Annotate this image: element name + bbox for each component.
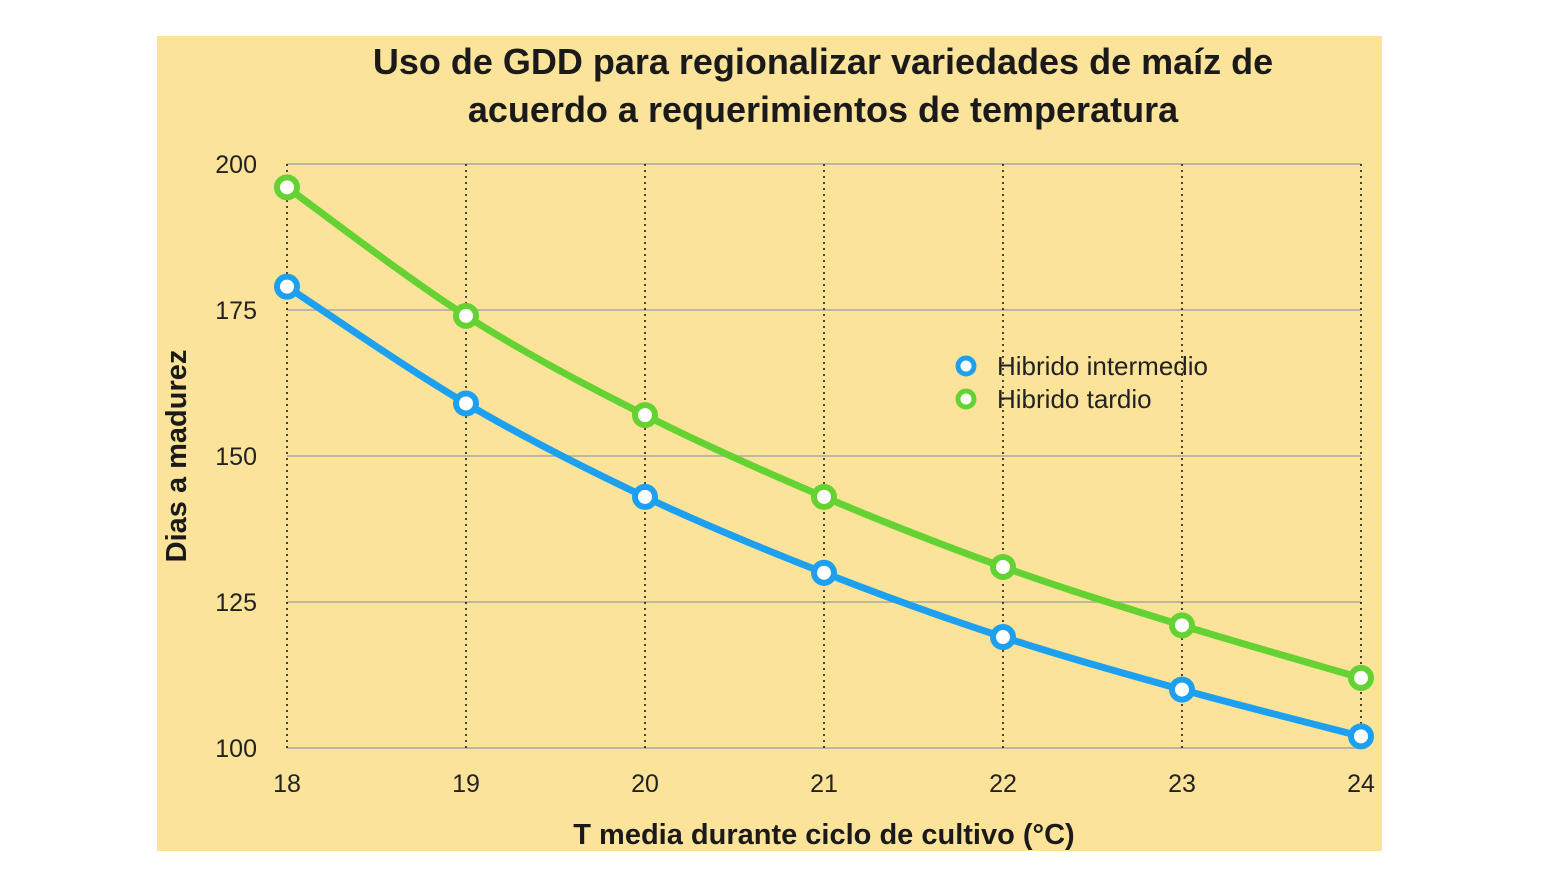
- chart-panel: Uso de GDD para regionalizar variedades …: [157, 36, 1382, 851]
- x-tick-label: 19: [452, 770, 480, 798]
- chart-background: [157, 36, 1382, 851]
- line-chart: Uso de GDD para regionalizar variedades …: [157, 36, 1382, 851]
- data-point-intermedio: [274, 273, 300, 300]
- data-point-tardio: [1169, 612, 1195, 639]
- chart-title-line-2: acuerdo a requerimientos de temperatura: [468, 89, 1179, 130]
- y-axis-title: Dias a madurez: [161, 350, 193, 563]
- series-group: [274, 174, 1374, 750]
- y-tick-label: 150: [215, 443, 257, 471]
- data-point-tardio: [274, 174, 300, 201]
- axis-ticks: 200 175 150 125 100 18 19 20 21 22 23 24: [215, 151, 1375, 798]
- data-point-intermedio: [632, 483, 658, 510]
- y-tick-label: 200: [215, 151, 257, 179]
- data-point-intermedio: [453, 390, 479, 417]
- x-axis-title: T media durante ciclo de cultivo (°C): [573, 819, 1074, 851]
- x-tick-label: 21: [810, 770, 838, 798]
- data-point-tardio: [811, 483, 837, 510]
- data-point-intermedio: [1169, 676, 1195, 703]
- y-tick-label: 175: [215, 297, 257, 325]
- legend: Hibrido intermedio Hibrido tardio: [955, 351, 1208, 414]
- data-point-tardio: [1348, 664, 1374, 691]
- data-point-tardio: [990, 553, 1016, 580]
- data-point-intermedio: [990, 624, 1016, 651]
- data-point-intermedio: [811, 559, 837, 586]
- legend-marker-tardio: [955, 388, 977, 410]
- legend-label-tardio: Hibrido tardio: [997, 384, 1152, 414]
- y-tick-label: 125: [215, 589, 257, 617]
- data-point-tardio: [632, 402, 658, 429]
- data-point-tardio: [453, 302, 479, 329]
- x-tick-label: 23: [1168, 770, 1196, 798]
- y-tick-label: 100: [215, 735, 257, 763]
- x-tick-label: 24: [1347, 770, 1375, 798]
- legend-label-intermedio: Hibrido intermedio: [997, 351, 1208, 381]
- x-tick-label: 18: [273, 770, 301, 798]
- x-tick-label: 22: [989, 770, 1017, 798]
- data-point-intermedio: [1348, 723, 1374, 750]
- chart-title-line-1: Uso de GDD para regionalizar variedades …: [373, 41, 1273, 82]
- x-tick-label: 20: [631, 770, 659, 798]
- legend-marker-intermedio: [955, 355, 977, 377]
